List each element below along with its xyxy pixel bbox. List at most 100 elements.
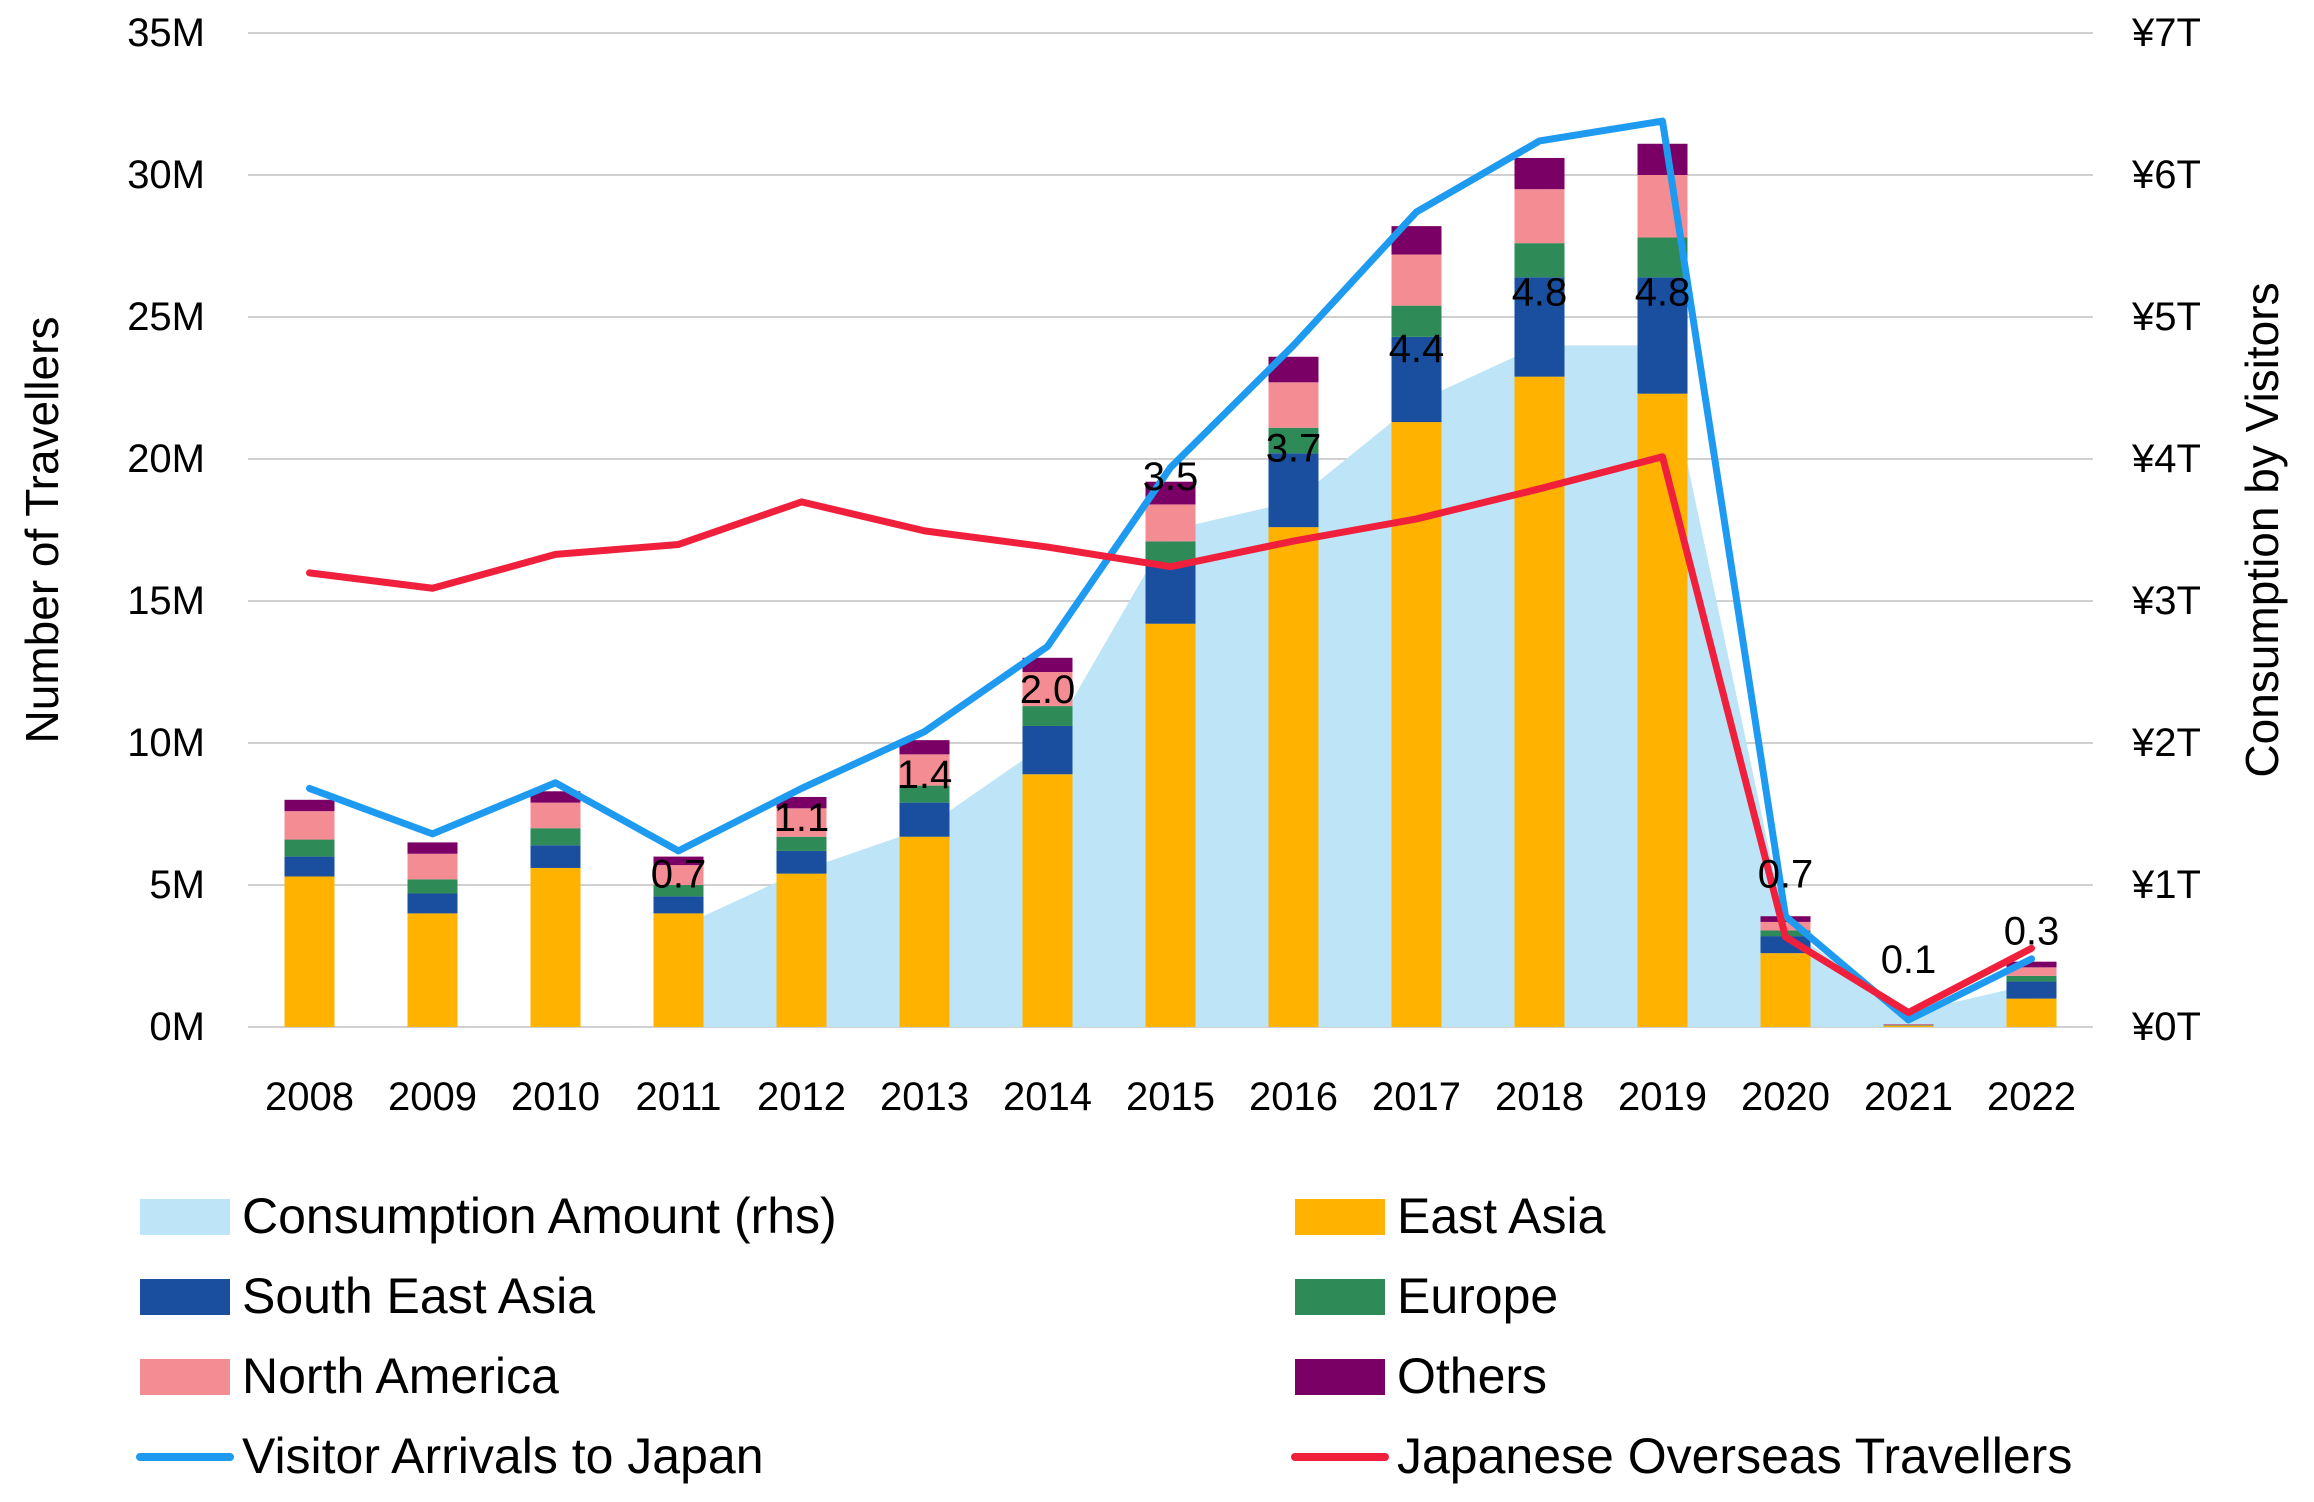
bar-segment-europe	[285, 840, 335, 857]
data-label: 1.4	[897, 753, 953, 797]
y-tick-label: 10M	[127, 721, 205, 765]
bar-segment-south-east-asia	[408, 894, 458, 914]
bar-segment-north-america	[1146, 504, 1196, 541]
y2-tick-label: ¥5T	[2131, 295, 2201, 339]
data-label: 3.5	[1143, 455, 1199, 499]
legend-label-japanese-overseas-travellers: Japanese Overseas Travellers	[1397, 1428, 2072, 1484]
data-label: 0.7	[1758, 853, 1814, 897]
data-label: 4.8	[1512, 270, 1568, 314]
x-tick-label: 2014	[1003, 1075, 1092, 1119]
legend-swatch-east-asia	[1295, 1199, 1385, 1235]
bar-segment-south-east-asia	[654, 896, 704, 913]
legend-swatch-others	[1295, 1359, 1385, 1395]
legend-label-consumption-amount-rhs: Consumption Amount (rhs)	[242, 1188, 837, 1244]
legend-label-south-east-asia: South East Asia	[242, 1268, 595, 1324]
bar-segment-south-east-asia	[531, 845, 581, 868]
x-tick-label: 2021	[1864, 1075, 1953, 1119]
bar-segment-east-asia	[654, 913, 704, 1027]
y-tick-label: 20M	[127, 437, 205, 481]
y-tick-label: 0M	[149, 1005, 205, 1049]
data-label: 3.7	[1266, 427, 1322, 471]
x-tick-label: 2022	[1987, 1075, 2076, 1119]
legend-label-others: Others	[1397, 1348, 1547, 1404]
legend-label-east-asia: East Asia	[1397, 1188, 1606, 1244]
x-tick-label: 2016	[1249, 1075, 1338, 1119]
bar-segment-europe	[2007, 976, 2057, 982]
bar-segment-east-asia	[285, 876, 335, 1027]
bar-segment-east-asia	[1761, 953, 1811, 1027]
data-label: 0.1	[1881, 938, 1937, 982]
data-label: 4.4	[1389, 327, 1445, 371]
data-label: 0.7	[651, 853, 707, 897]
data-label: 1.1	[774, 796, 830, 840]
bar-segment-east-asia	[1023, 774, 1073, 1027]
bar-segment-north-america	[1884, 1024, 1934, 1025]
bar-segment-east-asia	[900, 837, 950, 1027]
x-tick-label: 2008	[265, 1075, 354, 1119]
y2-tick-label: ¥2T	[2131, 721, 2201, 765]
bar-segment-south-east-asia	[2007, 982, 2057, 999]
legend-label-europe: Europe	[1397, 1268, 1558, 1324]
bar-segment-east-asia	[1638, 394, 1688, 1027]
x-tick-label: 2012	[757, 1075, 846, 1119]
bar-segment-south-east-asia	[900, 803, 950, 837]
bar-segment-east-asia	[1884, 1026, 1934, 1027]
bar-segment-north-america	[1515, 189, 1565, 243]
bar-segment-east-asia	[1269, 527, 1319, 1027]
legend: Consumption Amount (rhs) East Asia South E…	[140, 1188, 2072, 1484]
y-tick-label: 15M	[127, 579, 205, 623]
y2-axis-title: Consumption by Visitors	[2236, 282, 2288, 777]
legend-swatch-north-america	[140, 1359, 230, 1395]
y2-tick-label: ¥0T	[2131, 1005, 2201, 1049]
bar-segment-south-east-asia	[1146, 564, 1196, 624]
bar-segment-east-asia	[2007, 999, 2057, 1027]
y-tick-label: 35M	[127, 11, 205, 55]
y2-tick-label: ¥6T	[2131, 153, 2201, 197]
consumption-area	[679, 345, 2032, 1027]
bar-segment-east-asia	[408, 913, 458, 1027]
bar-segment-east-asia	[1146, 624, 1196, 1027]
bar-segment-south-east-asia	[777, 851, 827, 874]
bar-segment-east-asia	[777, 874, 827, 1027]
x-tick-label: 2017	[1372, 1075, 1461, 1119]
bar-segment-east-asia	[531, 868, 581, 1027]
legend-label-north-america: North America	[242, 1348, 559, 1404]
y2-tick-label: ¥4T	[2131, 437, 2201, 481]
legend-swatch-south-east-asia	[140, 1279, 230, 1315]
data-label: 4.8	[1635, 270, 1691, 314]
bar-segment-south-east-asia	[1023, 726, 1073, 774]
legend-swatch-consumption-amount-rhs	[140, 1199, 230, 1235]
x-tick-label: 2019	[1618, 1075, 1707, 1119]
x-tick-label: 2010	[511, 1075, 600, 1119]
bar-segment-others	[1515, 158, 1565, 189]
bar-segment-north-america	[1269, 382, 1319, 427]
x-tick-label: 2011	[635, 1075, 721, 1119]
data-label: 2.0	[1020, 668, 1076, 712]
x-tick-label: 2009	[388, 1075, 477, 1119]
bar-segment-north-america	[408, 854, 458, 880]
bar-segment-north-america	[531, 803, 581, 829]
x-tick-label: 2020	[1741, 1075, 1830, 1119]
y2-tick-label: ¥7T	[2131, 11, 2201, 55]
data-label: 0.3	[2004, 909, 2060, 953]
consumption-area-shape	[679, 345, 2032, 1027]
bar-segment-north-america	[285, 811, 335, 839]
x-tick-label: 2015	[1126, 1075, 1215, 1119]
y-tick-label: 30M	[127, 153, 205, 197]
bar-segment-europe	[531, 828, 581, 845]
y2-tick-label: ¥1T	[2131, 863, 2201, 907]
bar-segment-north-america	[1392, 255, 1442, 306]
y-axis-title: Number of Travellers	[16, 317, 68, 744]
bar-segment-others	[408, 842, 458, 853]
bar-segment-others	[1638, 144, 1688, 175]
bar-segment-south-east-asia	[285, 857, 335, 877]
legend-swatch-europe	[1295, 1279, 1385, 1315]
bar-segment-others	[285, 800, 335, 811]
y-tick-label: 25M	[127, 295, 205, 339]
x-tick-label: 2018	[1495, 1075, 1584, 1119]
bar-segment-europe	[408, 879, 458, 893]
x-tick-label: 2013	[880, 1075, 969, 1119]
y2-tick-label: ¥3T	[2131, 579, 2201, 623]
